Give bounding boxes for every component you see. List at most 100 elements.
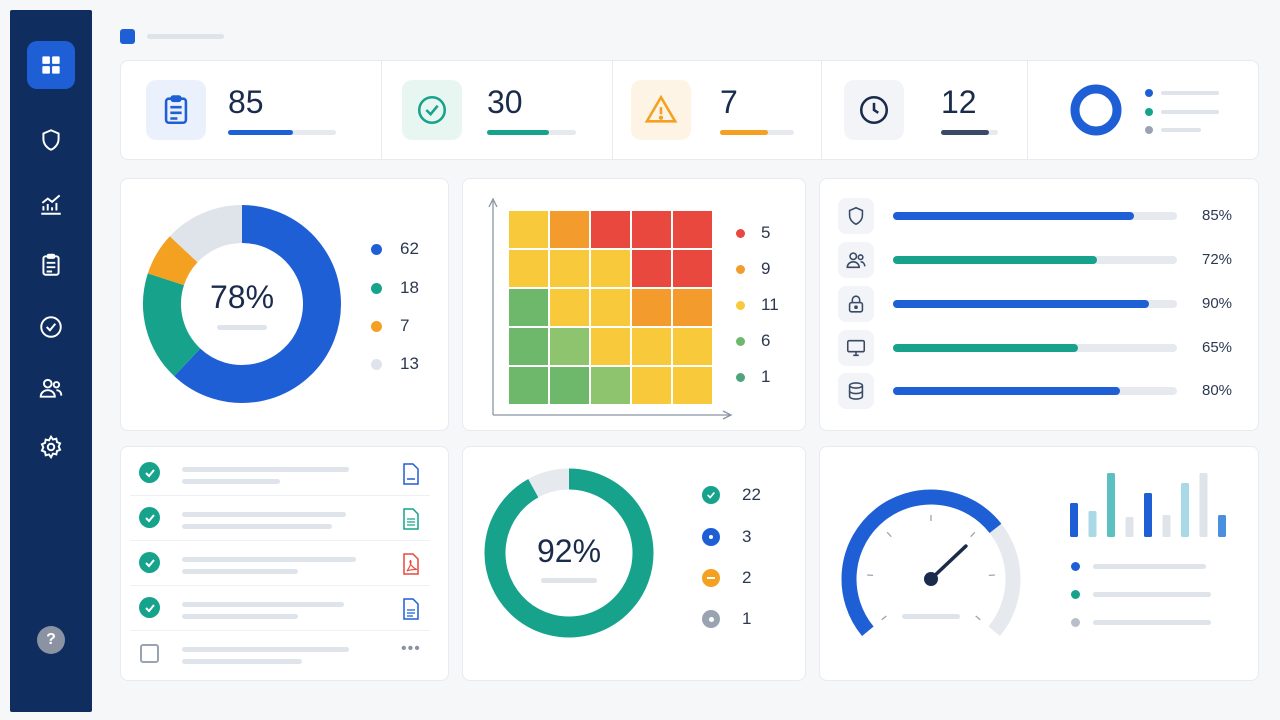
control-row-users[interactable]: 72% <box>838 242 1238 278</box>
heatmap-cell[interactable] <box>591 289 630 326</box>
heatmap-legend-1: 9 <box>736 259 770 279</box>
heatmap-cell[interactable] <box>632 289 671 326</box>
mini-donut <box>1070 84 1122 136</box>
heatmap-cell[interactable] <box>509 328 548 365</box>
prog-icon-box <box>838 373 874 409</box>
nav-tasks[interactable] <box>27 303 75 351</box>
heatmap-cell[interactable] <box>591 250 630 287</box>
control-percent: 85% <box>1202 207 1233 224</box>
clock-icon <box>859 95 889 125</box>
grid-icon <box>42 56 60 74</box>
donut-segment-2 <box>147 236 199 286</box>
heatmap-cell[interactable] <box>591 328 630 365</box>
breadcrumb-placeholder <box>147 34 224 39</box>
more-options-icon[interactable]: ••• <box>401 640 421 657</box>
audit-legend-1: 3 <box>702 527 751 547</box>
help-button[interactable]: ? <box>37 626 65 654</box>
task-checkbox-checked[interactable] <box>139 597 160 618</box>
pdf-icon[interactable] <box>402 553 420 575</box>
control-row-access[interactable]: 90% <box>838 286 1238 322</box>
check-icon <box>144 513 155 522</box>
heatmap-cell[interactable] <box>550 289 589 326</box>
gear-icon <box>40 434 62 460</box>
heatmap-cell[interactable] <box>632 328 671 365</box>
donut-segment-0 <box>484 468 654 638</box>
donut-segment-1 <box>528 468 570 498</box>
control-progress <box>893 387 1177 395</box>
audit-legend-0: 22 <box>702 485 761 505</box>
kpi-issues[interactable]: 7 <box>612 60 821 160</box>
shield-icon <box>42 129 60 151</box>
kpi-progress <box>720 130 794 135</box>
kpi-compliant[interactable]: 30 <box>381 60 612 160</box>
heatmap-cell[interactable] <box>509 250 548 287</box>
control-progress <box>893 256 1177 264</box>
task-row[interactable] <box>130 587 430 631</box>
heatmap-cell[interactable] <box>509 367 548 404</box>
compliance-legend-1: 18 <box>371 278 419 298</box>
nav-dashboard[interactable] <box>27 41 75 89</box>
nav-reports[interactable] <box>27 241 75 289</box>
warning-icon <box>644 94 678 123</box>
task-checkbox-checked[interactable] <box>139 462 160 483</box>
heatmap-cell[interactable] <box>591 367 630 404</box>
task-row[interactable] <box>130 452 430 496</box>
control-row-endpoints[interactable]: 65% <box>838 330 1238 366</box>
mini-bar <box>1070 503 1078 537</box>
heatmap-cell[interactable] <box>550 250 589 287</box>
heatmap-cell[interactable] <box>673 289 712 326</box>
compliance-legend-3: 13 <box>371 354 419 374</box>
minus-icon <box>702 569 720 587</box>
nav-users[interactable] <box>27 364 75 412</box>
kpi-value: 7 <box>720 84 738 120</box>
control-row-data[interactable]: 80% <box>838 373 1238 409</box>
heatmap-cell[interactable] <box>509 289 548 326</box>
task-checkbox-checked[interactable] <box>139 507 160 528</box>
kpi-pending[interactable]: 12 <box>821 60 1027 160</box>
nav-analytics[interactable] <box>27 180 75 228</box>
doc-icon[interactable] <box>402 463 420 485</box>
prog-icon-box <box>838 286 874 322</box>
check-circle-icon <box>40 316 62 338</box>
risk-heatmap <box>488 197 733 420</box>
check-icon <box>702 486 720 504</box>
gauge-tick <box>881 615 887 621</box>
gauge-tick <box>886 531 892 538</box>
mini-bar-chart <box>1070 473 1226 537</box>
heatmap-cell[interactable] <box>673 328 712 365</box>
risk-gauge <box>841 489 1021 637</box>
mini-bar <box>1218 515 1226 537</box>
audit-legend-3: 1 <box>702 609 751 629</box>
heatmap-cell[interactable] <box>673 250 712 287</box>
control-percent: 90% <box>1202 295 1233 312</box>
task-row[interactable]: ••• <box>130 632 430 676</box>
heatmap-cell[interactable] <box>591 211 630 248</box>
sheet-icon[interactable] <box>402 508 420 530</box>
heatmap-cell[interactable] <box>632 250 671 287</box>
gauge-tick <box>970 531 976 538</box>
nav-settings[interactable] <box>27 423 75 471</box>
mini-bar <box>1088 511 1097 537</box>
heatmap-cell[interactable] <box>550 367 589 404</box>
heatmap-cell[interactable] <box>673 211 712 248</box>
kpi-summary[interactable] <box>1027 60 1259 160</box>
heatmap-cell[interactable] <box>550 328 589 365</box>
task-checkbox-unchecked[interactable] <box>140 644 159 663</box>
heatmap-cell[interactable] <box>632 367 671 404</box>
task-row[interactable] <box>130 542 430 586</box>
task-row[interactable] <box>130 497 430 541</box>
heatmap-cell[interactable] <box>550 211 589 248</box>
kpi-progress <box>228 130 336 135</box>
heatmap-cell[interactable] <box>509 211 548 248</box>
check-icon <box>144 558 155 567</box>
kpi-icon-box <box>631 80 691 140</box>
kpi-total[interactable]: 85 <box>120 60 381 160</box>
dot-icon <box>702 610 720 628</box>
nav-security[interactable] <box>27 116 75 164</box>
heatmap-cell[interactable] <box>632 211 671 248</box>
heatmap-cell[interactable] <box>673 367 712 404</box>
control-row-security[interactable]: 85% <box>838 198 1238 234</box>
task-checkbox-checked[interactable] <box>139 552 160 573</box>
mini-bar <box>1107 473 1115 537</box>
doc-icon[interactable] <box>402 598 420 620</box>
